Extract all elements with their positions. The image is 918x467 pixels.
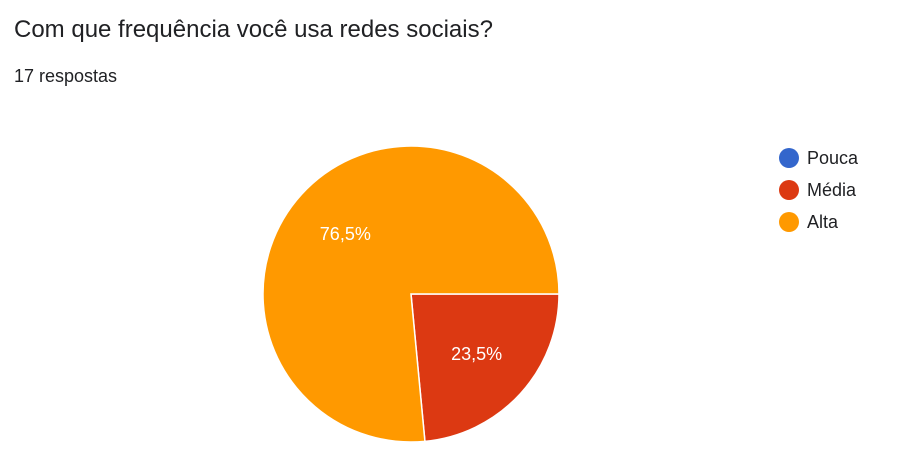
response-count: 17 respostas [14, 66, 118, 86]
legend-label: Pouca [807, 147, 859, 168]
legend-label: Alta [807, 211, 839, 232]
legend-label: Média [807, 179, 857, 200]
pie-slice-alta[interactable] [262, 145, 560, 443]
chart-legend: Pouca Média Alta [779, 142, 858, 238]
legend-swatch [779, 212, 799, 232]
pie-slice-media[interactable] [410, 293, 560, 443]
slice-label-media: 23,5% [451, 344, 502, 364]
legend-swatch [779, 148, 799, 168]
legend-item-alta[interactable]: Alta [779, 206, 858, 238]
slice-label-alta: 76,5% [320, 224, 371, 244]
legend-swatch [779, 180, 799, 200]
question-title: Com que frequência você usa redes sociai… [14, 16, 493, 43]
legend-item-pouca[interactable]: Pouca [779, 142, 858, 174]
legend-item-media[interactable]: Média [779, 174, 858, 206]
